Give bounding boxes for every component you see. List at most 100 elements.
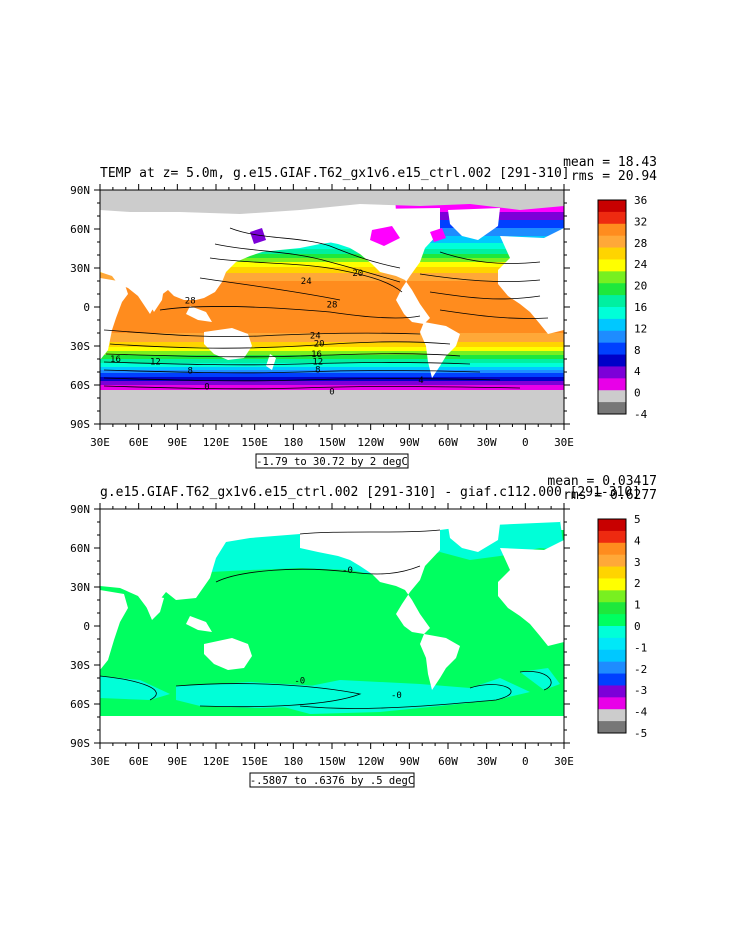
colorbar-swatch (598, 211, 626, 225)
y-tick-label: 90S (70, 418, 90, 431)
x-tick-label: 30E (554, 436, 574, 449)
colorbar-label: 8 (634, 344, 641, 357)
x-tick-label: 180 (283, 436, 303, 449)
x-tick-label: 0 (522, 755, 529, 768)
colorbar-swatch (598, 295, 626, 308)
y-tick-label: 60S (70, 698, 90, 711)
colorbar-swatch (598, 530, 626, 544)
mean-readout: mean = 18.43 (563, 155, 657, 170)
rms-readout: rms = 0.6277 (563, 488, 657, 503)
colorbar-swatch (598, 602, 626, 615)
land-mass (100, 196, 564, 378)
colorbar-swatch (598, 390, 626, 403)
contour-lines (100, 529, 552, 709)
colorbar-swatch (598, 223, 626, 237)
colorbar-swatch (598, 542, 626, 556)
contour-label: 20 (352, 269, 363, 279)
colorbar-frame (597, 199, 627, 415)
colorbar-swatch (598, 519, 626, 532)
contour-label: 28 (185, 297, 196, 307)
y-tick-label: 0 (83, 301, 90, 314)
contour-label: 16 (311, 350, 322, 360)
contour-label: -0 (342, 566, 353, 576)
colorbar-swatch (598, 626, 626, 639)
contour-label: 4 (418, 376, 423, 386)
panel-title: g.e15.GIAF.T62_gx1v6.e15_ctrl.002 [291-3… (100, 485, 640, 500)
colorbar-swatch (598, 330, 626, 344)
colorbar-label: 5 (634, 513, 641, 526)
contour-label: 12 (312, 358, 323, 368)
colorbar-label: -5 (634, 727, 647, 740)
colorbar-swatch (598, 283, 626, 296)
colorbar-swatch (598, 590, 626, 603)
axis-ticks: 30E 60E 90E 120E 150E 180 150W 120W 90W 60W 30W 0 30… (70, 184, 574, 449)
colorbar-label: 24 (634, 258, 648, 271)
colorbar-label: 2 (634, 577, 641, 590)
colorbar-swatch (598, 709, 626, 722)
contour-label: 16 (110, 355, 121, 365)
x-tick-label: 30E (90, 436, 110, 449)
colorbar-swatch (598, 637, 626, 651)
y-tick-label: 90N (70, 503, 90, 516)
colorbar-label: 4 (634, 365, 641, 378)
x-tick-label: 150W (319, 436, 346, 449)
y-tick-label: 90N (70, 184, 90, 197)
colorbar-label: 0 (634, 387, 641, 400)
contour-label: 0 (329, 388, 334, 398)
colorbar-swatch (598, 247, 626, 260)
colorbar-swatch (598, 200, 626, 213)
colorbar-label: 36 (634, 194, 647, 207)
contour-lines (103, 227, 549, 390)
colorbar-swatch (598, 721, 626, 734)
colorbar-label: 16 (634, 301, 647, 314)
contour-info-box (255, 453, 409, 469)
colorbar-label: -4 (634, 706, 648, 719)
colorbar-swatch (598, 673, 626, 686)
x-tick-label: 60W (438, 755, 458, 768)
colorbar-label: -1 (634, 641, 647, 654)
contour-label: 24 (310, 332, 321, 342)
colorbar-swatch (598, 342, 626, 356)
contour-info: -1.79 to 30.72 by 2 degC (256, 456, 408, 468)
y-tick-label: 30S (70, 340, 90, 353)
x-tick-label: 30E (554, 755, 574, 768)
x-tick-label: 30W (477, 755, 497, 768)
mean-readout: mean = 0.03417 (547, 474, 657, 489)
colorbar-label: 32 (634, 215, 647, 228)
colorbar-label: 4 (634, 534, 641, 547)
contour-info-box (249, 772, 415, 788)
contour-label: 8 (315, 365, 320, 375)
y-tick-label: 30N (70, 262, 90, 275)
x-tick-label: 90W (399, 436, 419, 449)
colorbar-swatch (598, 271, 626, 284)
colorbar-label: 28 (634, 237, 647, 250)
panel-top: TEMP at z= 5.0m, g.e15.GIAF.T62_gx1v6.e1… (70, 155, 657, 469)
x-tick-label: 60W (438, 436, 458, 449)
x-tick-label: 30W (477, 436, 497, 449)
y-tick-label: 60N (70, 223, 90, 236)
panel-title: TEMP at z= 5.0m, g.e15.GIAF.T62_gx1v6.e1… (100, 166, 570, 181)
x-tick-label: 180 (283, 755, 303, 768)
x-tick-label: 60E (129, 436, 149, 449)
axis-ticks: 30E 60E 90E 120E 150E 180 150W 120W 90W 60W 30W 0 30… (70, 503, 574, 768)
colorbar-label: 12 (634, 322, 647, 335)
rms-readout: rms = 20.94 (571, 169, 657, 184)
contour-label-layer: -0 -0 -0 (294, 566, 402, 701)
difference-map: -0 -0 -0 (100, 509, 564, 743)
y-tick-label: 90S (70, 737, 90, 750)
x-tick-label: 90E (167, 436, 187, 449)
colorbar-swatch (598, 354, 626, 367)
colorbar-swatch (598, 259, 626, 272)
land-mass (100, 512, 564, 743)
contour-label: -0 (294, 677, 305, 687)
x-tick-label: 90W (399, 755, 419, 768)
colorbar-label: -4 (634, 408, 648, 421)
contour-label: 28 (327, 300, 338, 310)
colorbar-swatch (598, 614, 626, 627)
colorbar-swatch (598, 566, 626, 579)
contour-info: -.5807 to .6376 by .5 degC (250, 775, 414, 787)
colorbar-swatch (598, 554, 626, 568)
contour-label: 24 (301, 277, 312, 287)
colorbar-swatch (598, 235, 626, 249)
